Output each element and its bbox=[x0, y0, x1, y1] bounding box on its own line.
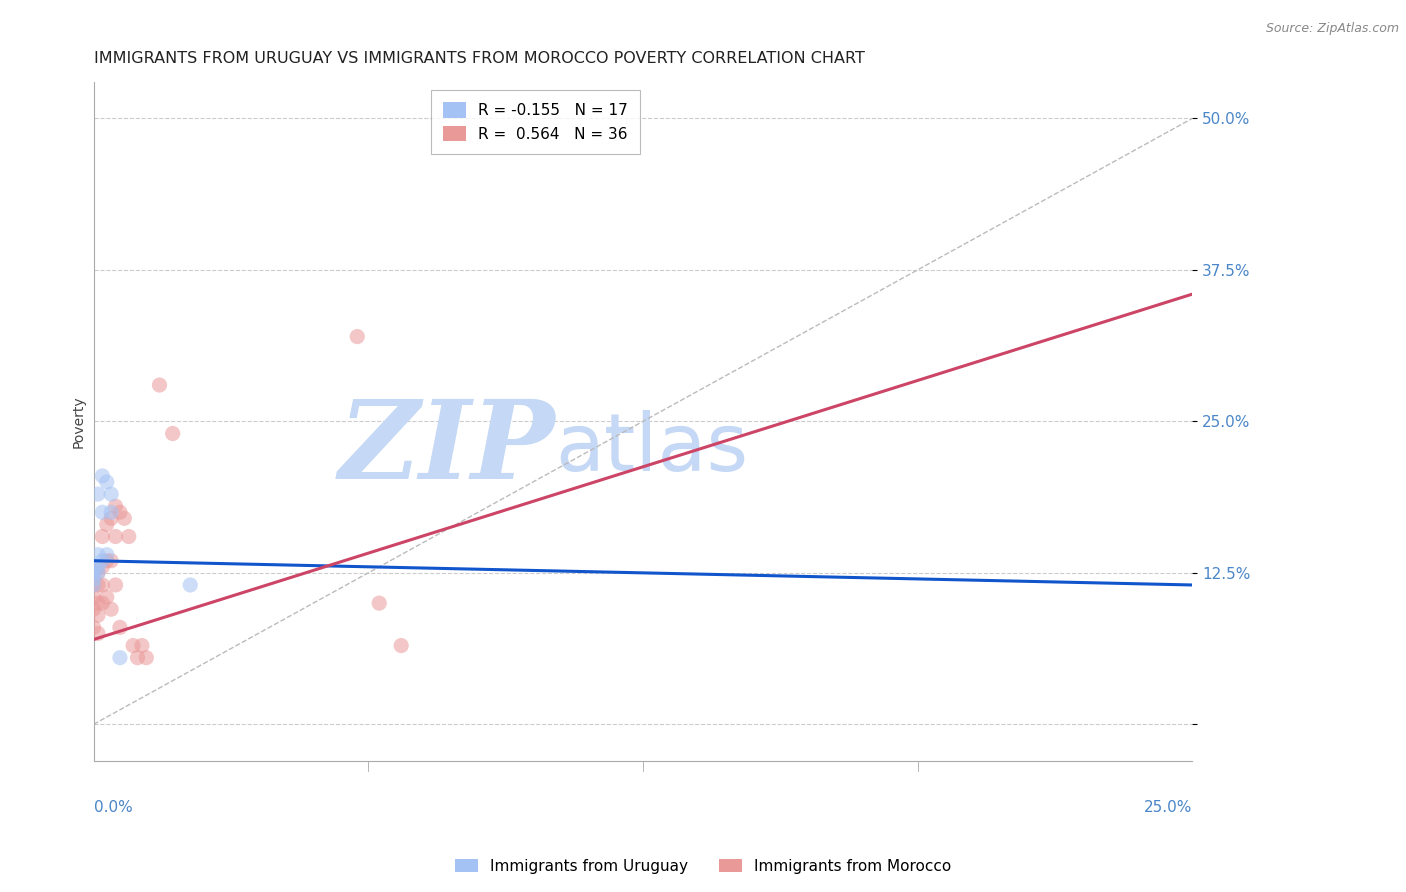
Point bbox=[122, 639, 145, 653]
Point bbox=[96, 517, 118, 532]
Point bbox=[112, 511, 135, 525]
Point bbox=[91, 529, 114, 543]
Point bbox=[83, 590, 105, 604]
Point bbox=[100, 554, 122, 568]
Point bbox=[83, 566, 105, 580]
Text: Source: ZipAtlas.com: Source: ZipAtlas.com bbox=[1265, 22, 1399, 36]
Point bbox=[162, 426, 184, 441]
Point bbox=[135, 650, 157, 665]
Point bbox=[91, 559, 114, 574]
Point bbox=[91, 554, 114, 568]
Point bbox=[104, 500, 127, 514]
Point bbox=[108, 620, 131, 634]
Point bbox=[87, 608, 110, 623]
Point bbox=[104, 529, 127, 543]
Point bbox=[100, 505, 122, 519]
Point bbox=[100, 602, 122, 616]
Point bbox=[87, 566, 110, 580]
Point bbox=[96, 554, 118, 568]
Point bbox=[96, 475, 118, 489]
Point bbox=[87, 487, 110, 501]
Point bbox=[83, 566, 105, 580]
Point bbox=[91, 469, 114, 483]
Legend: Immigrants from Uruguay, Immigrants from Morocco: Immigrants from Uruguay, Immigrants from… bbox=[449, 853, 957, 880]
Point bbox=[87, 548, 110, 562]
Text: atlas: atlas bbox=[555, 409, 748, 488]
Y-axis label: Poverty: Poverty bbox=[72, 395, 86, 448]
Point bbox=[91, 578, 114, 592]
Text: 0.0%: 0.0% bbox=[94, 799, 132, 814]
Point bbox=[96, 548, 118, 562]
Point bbox=[179, 578, 201, 592]
Point bbox=[83, 572, 105, 586]
Point bbox=[108, 650, 131, 665]
Point bbox=[91, 596, 114, 610]
Point bbox=[87, 559, 110, 574]
Point bbox=[148, 378, 170, 392]
Point bbox=[83, 559, 105, 574]
Point bbox=[104, 578, 127, 592]
Text: IMMIGRANTS FROM URUGUAY VS IMMIGRANTS FROM MOROCCO POVERTY CORRELATION CHART: IMMIGRANTS FROM URUGUAY VS IMMIGRANTS FR… bbox=[94, 51, 865, 66]
Point bbox=[100, 511, 122, 525]
Point bbox=[127, 650, 149, 665]
Point bbox=[83, 620, 105, 634]
Point bbox=[91, 505, 114, 519]
Legend: R = -0.155   N = 17, R =  0.564   N = 36: R = -0.155 N = 17, R = 0.564 N = 36 bbox=[430, 90, 640, 153]
Point bbox=[389, 639, 412, 653]
Point bbox=[346, 329, 368, 343]
Point bbox=[131, 639, 153, 653]
Point bbox=[87, 578, 110, 592]
Point bbox=[108, 505, 131, 519]
Point bbox=[87, 596, 110, 610]
Point bbox=[87, 566, 110, 580]
Point bbox=[96, 590, 118, 604]
Point bbox=[83, 602, 105, 616]
Point bbox=[83, 578, 105, 592]
Point bbox=[83, 578, 105, 592]
Text: ZIP: ZIP bbox=[339, 395, 555, 502]
Point bbox=[87, 626, 110, 640]
Point bbox=[118, 529, 141, 543]
Point bbox=[368, 596, 391, 610]
Point bbox=[100, 487, 122, 501]
Text: 25.0%: 25.0% bbox=[1144, 799, 1192, 814]
